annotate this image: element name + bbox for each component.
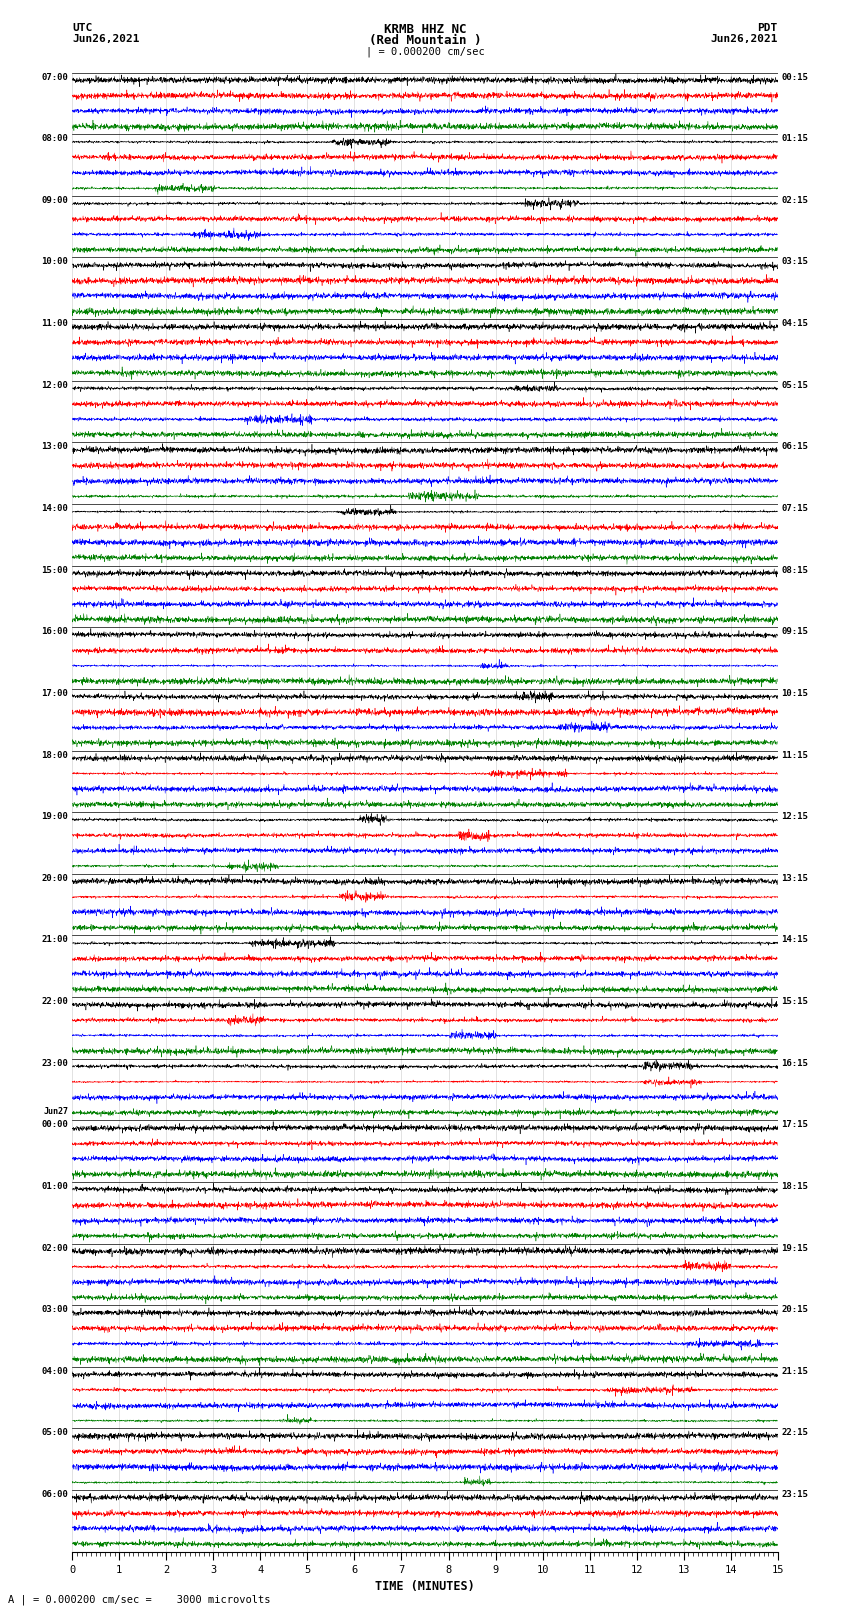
Text: 02:15: 02:15 (781, 195, 808, 205)
Text: 18:15: 18:15 (781, 1182, 808, 1190)
Text: Jun26,2021: Jun26,2021 (72, 34, 139, 44)
Text: 17:15: 17:15 (781, 1121, 808, 1129)
Text: 18:00: 18:00 (42, 750, 69, 760)
Text: 19:00: 19:00 (42, 813, 69, 821)
Text: 20:00: 20:00 (42, 874, 69, 882)
Text: (Red Mountain ): (Red Mountain ) (369, 34, 481, 47)
X-axis label: TIME (MINUTES): TIME (MINUTES) (375, 1581, 475, 1594)
Text: 03:00: 03:00 (42, 1305, 69, 1315)
Text: A | = 0.000200 cm/sec =    3000 microvolts: A | = 0.000200 cm/sec = 3000 microvolts (8, 1594, 271, 1605)
Text: 01:00: 01:00 (42, 1182, 69, 1190)
Text: 00:00: 00:00 (42, 1121, 69, 1129)
Text: 05:00: 05:00 (42, 1429, 69, 1437)
Text: 11:15: 11:15 (781, 750, 808, 760)
Text: 09:00: 09:00 (42, 195, 69, 205)
Text: Jun27: Jun27 (43, 1108, 69, 1116)
Text: 12:00: 12:00 (42, 381, 69, 390)
Text: 13:00: 13:00 (42, 442, 69, 452)
Text: Jun26,2021: Jun26,2021 (711, 34, 778, 44)
Text: 13:15: 13:15 (781, 874, 808, 882)
Text: 21:00: 21:00 (42, 936, 69, 944)
Text: 01:15: 01:15 (781, 134, 808, 144)
Text: 06:15: 06:15 (781, 442, 808, 452)
Text: 00:15: 00:15 (781, 73, 808, 82)
Text: 16:15: 16:15 (781, 1058, 808, 1068)
Text: 19:15: 19:15 (781, 1244, 808, 1253)
Text: 16:00: 16:00 (42, 627, 69, 636)
Text: 07:00: 07:00 (42, 73, 69, 82)
Text: 21:15: 21:15 (781, 1366, 808, 1376)
Text: 02:00: 02:00 (42, 1244, 69, 1253)
Text: 23:00: 23:00 (42, 1058, 69, 1068)
Text: | = 0.000200 cm/sec: | = 0.000200 cm/sec (366, 47, 484, 58)
Text: 04:15: 04:15 (781, 319, 808, 327)
Text: 05:15: 05:15 (781, 381, 808, 390)
Text: KRMB HHZ NC: KRMB HHZ NC (383, 23, 467, 37)
Text: 08:15: 08:15 (781, 566, 808, 574)
Text: UTC: UTC (72, 23, 93, 32)
Text: 07:15: 07:15 (781, 503, 808, 513)
Text: 17:00: 17:00 (42, 689, 69, 698)
Text: 22:15: 22:15 (781, 1429, 808, 1437)
Text: PDT: PDT (757, 23, 778, 32)
Text: 20:15: 20:15 (781, 1305, 808, 1315)
Text: 08:00: 08:00 (42, 134, 69, 144)
Text: 11:00: 11:00 (42, 319, 69, 327)
Text: 22:00: 22:00 (42, 997, 69, 1007)
Text: 23:15: 23:15 (781, 1490, 808, 1498)
Text: 15:15: 15:15 (781, 997, 808, 1007)
Text: 10:15: 10:15 (781, 689, 808, 698)
Text: 06:00: 06:00 (42, 1490, 69, 1498)
Text: 10:00: 10:00 (42, 258, 69, 266)
Text: 03:15: 03:15 (781, 258, 808, 266)
Text: 12:15: 12:15 (781, 813, 808, 821)
Text: 04:00: 04:00 (42, 1366, 69, 1376)
Text: 14:15: 14:15 (781, 936, 808, 944)
Text: 15:00: 15:00 (42, 566, 69, 574)
Text: 09:15: 09:15 (781, 627, 808, 636)
Text: 14:00: 14:00 (42, 503, 69, 513)
